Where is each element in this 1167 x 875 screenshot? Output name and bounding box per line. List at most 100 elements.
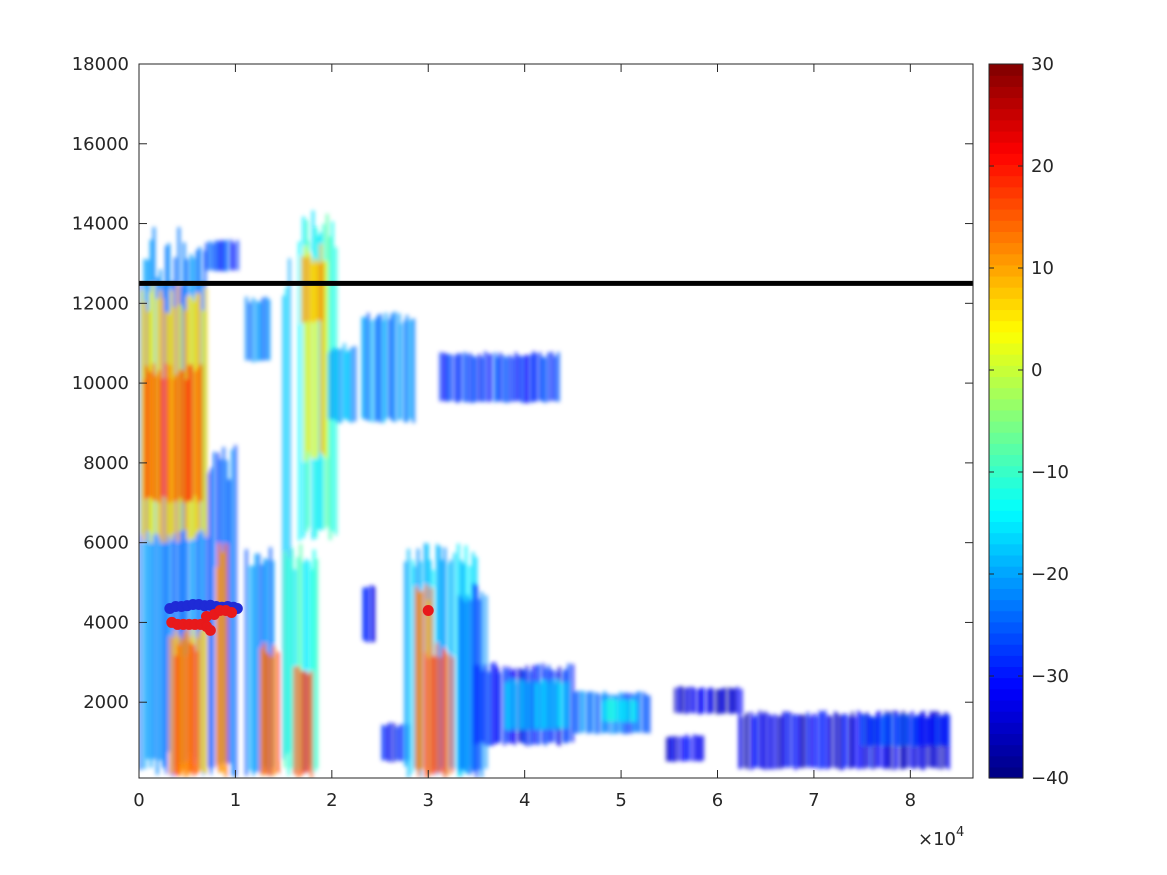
heat-streak	[763, 711, 767, 770]
heat-streak	[442, 647, 445, 772]
heat-streak	[228, 479, 231, 764]
colorbar-band	[989, 722, 1023, 734]
heat-streak	[370, 585, 373, 642]
heat-streak	[683, 737, 687, 762]
colorbar-gradient	[989, 64, 1023, 779]
colorbar-band	[989, 409, 1023, 422]
heat-streak	[154, 375, 157, 501]
heat-streak	[432, 656, 436, 776]
heat-streak	[336, 349, 340, 423]
heat-streak	[736, 686, 739, 714]
heat-streak	[458, 595, 461, 772]
heat-streak	[333, 347, 337, 420]
heat-streak	[596, 693, 600, 734]
heat-cell	[282, 258, 291, 760]
heat-streak	[261, 297, 265, 361]
heat-streak	[524, 682, 528, 730]
heat-streak	[192, 644, 195, 776]
heat-cell	[293, 666, 313, 778]
heat-streak	[926, 717, 930, 746]
heat-streak	[384, 725, 387, 761]
heat-streak	[755, 714, 758, 768]
heat-streak	[403, 320, 407, 423]
heat-streak	[588, 691, 591, 733]
heat-streak	[260, 648, 264, 776]
heat-streak	[251, 297, 255, 363]
heat-streak	[498, 352, 502, 402]
heat-streak	[363, 317, 367, 420]
heat-streak	[674, 687, 677, 713]
heat-streak	[362, 587, 365, 641]
heat-streak	[809, 716, 812, 768]
heat-streak	[267, 299, 271, 361]
heat-streak	[285, 287, 288, 754]
heat-streak	[221, 551, 225, 773]
colorbar-band	[989, 688, 1023, 701]
heat-streak	[343, 343, 346, 420]
colorbar-band	[989, 421, 1023, 433]
heat-streak	[904, 714, 907, 769]
colorbar-band	[989, 64, 1023, 76]
heat-streak	[225, 239, 229, 272]
colorbar-tick-label: −30	[1031, 666, 1069, 687]
heat-streak	[508, 678, 512, 730]
heat-streak	[706, 688, 710, 714]
heat-streak	[508, 355, 512, 403]
heat-streak	[312, 549, 316, 773]
heat-streak	[529, 681, 532, 729]
heat-cell	[439, 351, 560, 403]
heat-streak	[797, 714, 801, 768]
heat-streak	[311, 262, 314, 323]
heat-streak	[898, 715, 901, 746]
colorbar-tick-label: 10	[1031, 258, 1054, 279]
heat-streak	[315, 260, 318, 459]
heat-streak	[413, 566, 416, 768]
heat-streak	[697, 689, 701, 715]
heat-streak	[330, 349, 334, 420]
heat-streak	[319, 263, 323, 321]
heat-streak	[647, 695, 651, 734]
red-marker	[226, 606, 238, 618]
heat-streak	[366, 312, 370, 421]
heat-streak	[595, 692, 598, 735]
heat-streak	[534, 353, 538, 402]
red-marker	[204, 624, 216, 636]
heat-streak	[376, 315, 380, 421]
heat-streak	[223, 240, 226, 272]
heat-streak	[435, 643, 439, 773]
heat-streak	[512, 680, 516, 729]
heat-streak	[211, 243, 215, 271]
heat-streak	[730, 688, 734, 714]
heat-streak	[208, 241, 212, 271]
x-exponent-base: ×10	[918, 829, 956, 850]
heat-streak	[553, 356, 557, 402]
heat-streak	[447, 654, 450, 775]
heat-streak	[232, 243, 235, 271]
heat-streak	[405, 315, 409, 423]
heat-cell	[674, 686, 743, 715]
y-tick-label: 10000	[72, 373, 129, 394]
heat-streak	[871, 717, 875, 746]
heat-streak	[181, 370, 185, 503]
heat-cell	[666, 734, 704, 762]
heat-streak	[711, 688, 714, 714]
y-tick-label: 16000	[72, 134, 129, 155]
colorbar-band	[989, 376, 1023, 389]
colorbar-band	[989, 75, 1023, 87]
heat-streak	[687, 687, 691, 714]
heat-streak	[853, 716, 857, 768]
colorbar-band	[989, 231, 1023, 244]
heat-cell	[362, 585, 376, 643]
heat-streak	[943, 717, 946, 746]
heat-streak	[483, 664, 487, 746]
heat-streak	[245, 296, 248, 361]
heat-streak	[899, 713, 903, 770]
heat-streak	[644, 694, 648, 733]
colorbar-band	[989, 153, 1023, 166]
heat-streak	[224, 543, 228, 777]
heat-streak	[498, 672, 502, 743]
colorbar-band	[989, 342, 1023, 355]
heat-streak	[901, 714, 905, 746]
heat-streak	[554, 683, 558, 731]
colorbar-tick-label: 20	[1031, 156, 1054, 177]
